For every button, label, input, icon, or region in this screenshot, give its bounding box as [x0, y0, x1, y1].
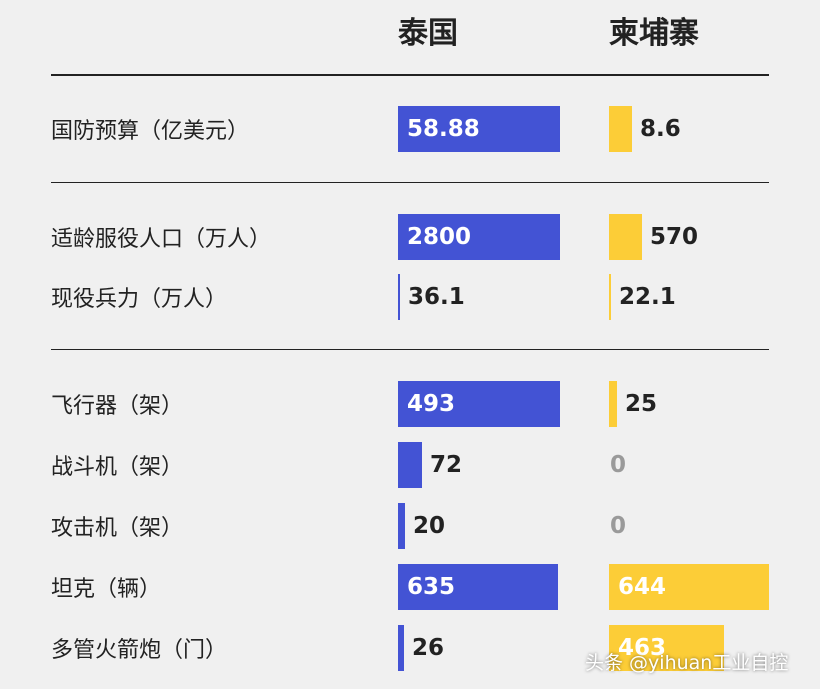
value-label-thailand: 20 — [413, 513, 446, 539]
value-label-cambodia: 0 — [610, 452, 627, 478]
bar-thailand — [398, 274, 400, 320]
watermark: 头条 @yihuan工业自控 — [585, 652, 789, 674]
row-label: 战斗机（架） — [51, 455, 184, 480]
value-label-thailand: 635 — [407, 574, 456, 600]
value-label-thailand: 26 — [412, 635, 445, 661]
row-label: 飞行器（架） — [51, 394, 184, 419]
bar-thailand — [398, 503, 405, 549]
value-label-thailand: 58.88 — [407, 116, 480, 142]
divider-2 — [51, 349, 769, 350]
bar-thailand — [398, 214, 560, 260]
row-label: 现役兵力（万人） — [51, 287, 228, 312]
divider-0 — [51, 74, 769, 76]
bar-thailand — [398, 442, 422, 488]
value-label-cambodia: 463 — [618, 635, 667, 661]
bar-cambodia — [609, 214, 642, 260]
value-label-thailand: 493 — [407, 391, 456, 417]
value-label-cambodia: 570 — [650, 224, 699, 250]
bar-cambodia — [609, 381, 617, 427]
bar-cambodia — [609, 274, 611, 320]
bar-thailand — [398, 106, 560, 152]
bar-cambodia — [609, 625, 724, 671]
row-label: 坦克（辆） — [51, 577, 162, 602]
row-label: 多管火箭炮（门） — [51, 638, 228, 663]
value-label-cambodia: 0 — [610, 513, 627, 539]
row-label: 攻击机（架） — [51, 516, 184, 541]
bar-thailand — [398, 381, 560, 427]
header-cambodia: 柬埔寨 — [609, 16, 699, 51]
value-label-thailand: 2800 — [407, 224, 472, 250]
bar-thailand — [398, 564, 558, 610]
value-label-cambodia: 25 — [625, 391, 658, 417]
bar-thailand — [398, 625, 404, 671]
divider-1 — [51, 182, 769, 183]
value-label-thailand: 36.1 — [408, 284, 465, 310]
row-label: 国防预算（亿美元） — [51, 119, 250, 144]
value-label-cambodia: 8.6 — [640, 116, 681, 142]
value-label-cambodia: 22.1 — [619, 284, 676, 310]
header-thailand: 泰国 — [398, 16, 458, 51]
bar-cambodia — [609, 564, 769, 610]
value-label-cambodia: 644 — [618, 574, 667, 600]
bar-cambodia — [609, 106, 632, 152]
value-label-thailand: 72 — [430, 452, 463, 478]
row-label: 适龄服役人口（万人） — [51, 227, 272, 252]
